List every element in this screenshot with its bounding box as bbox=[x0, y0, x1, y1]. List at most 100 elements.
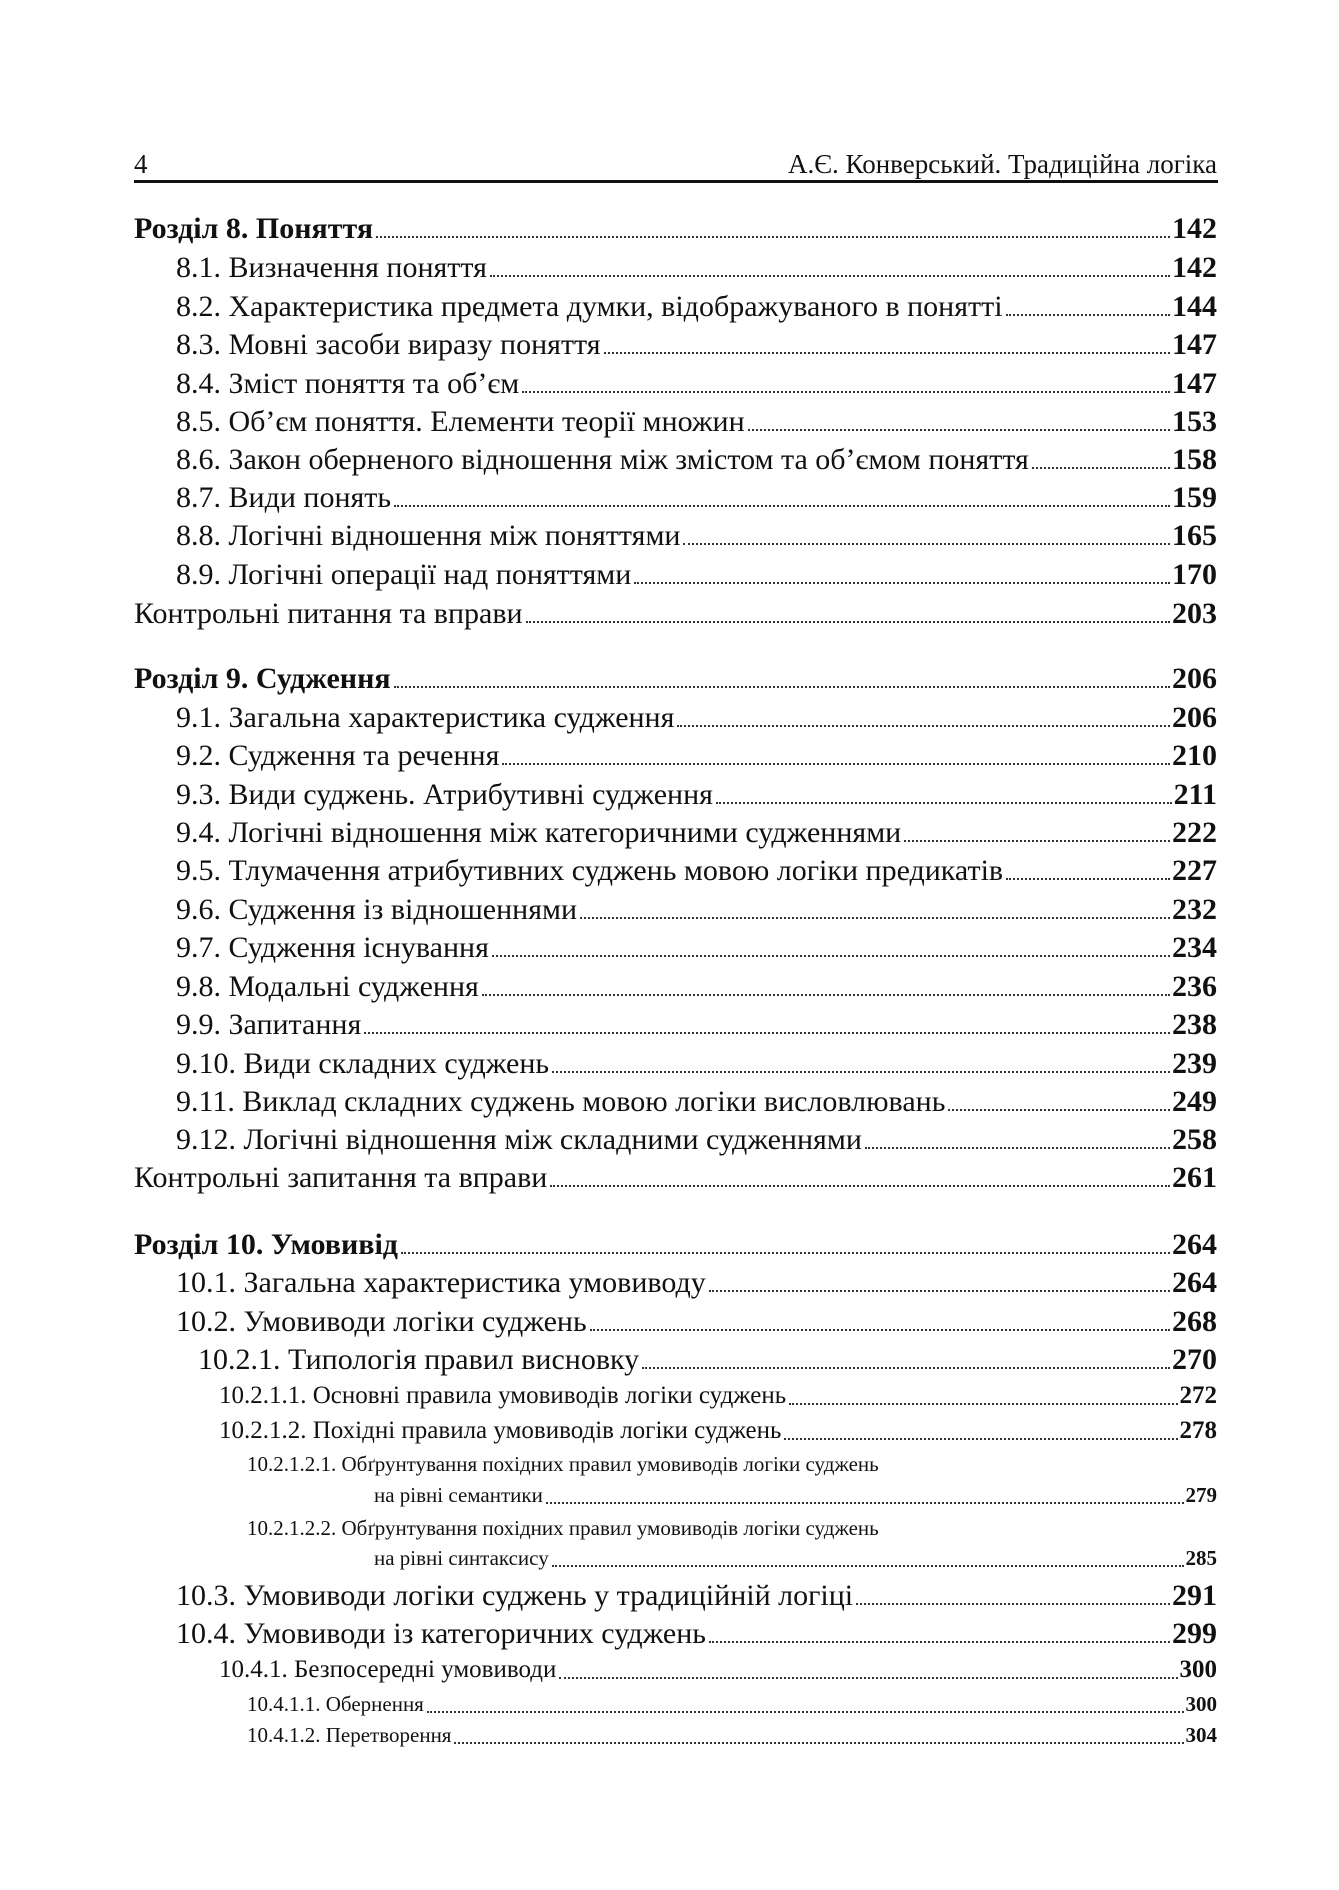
toc-entry-page: 147 bbox=[1172, 328, 1217, 361]
toc-entry-title: на рівні синтаксису bbox=[374, 1546, 549, 1570]
toc-entry[interactable]: 9.5. Тлумачення атрибутивних суджень мов… bbox=[176, 853, 1217, 889]
header-rule bbox=[134, 180, 1218, 183]
toc-entry-title: 10.2.1.2.2. Обґрунтування похідних прави… bbox=[247, 1516, 879, 1540]
leader-dots bbox=[545, 1502, 1184, 1504]
toc-entry[interactable]: 10.2.1.2.2. Обґрунтування похідних прави… bbox=[247, 1510, 1217, 1546]
toc-entry[interactable]: 9.11. Виклад складних суджень мовою логі… bbox=[176, 1084, 1217, 1120]
toc-entry-title: 9.11. Виклад складних суджень мовою логі… bbox=[176, 1085, 946, 1118]
toc-entry-page: 279 bbox=[1185, 1483, 1218, 1507]
leader-dots bbox=[1031, 467, 1170, 469]
toc-entry-title: 10.2.1. Типологія правил висновку bbox=[198, 1343, 640, 1376]
leader-dots bbox=[784, 1438, 1178, 1440]
toc-entry-page: 206 bbox=[1172, 662, 1217, 695]
leader-dots bbox=[603, 352, 1170, 354]
toc-entry-page: 203 bbox=[1172, 597, 1217, 630]
page-number: 4 bbox=[134, 149, 148, 179]
running-title: А.Є. Конверський. Традиційна логіка bbox=[787, 149, 1217, 179]
toc-entry[interactable]: 10.2.1. Типологія правил висновку 270 bbox=[198, 1342, 1217, 1378]
toc-entry-page: 268 bbox=[1172, 1305, 1217, 1338]
leader-dots bbox=[550, 1185, 1170, 1187]
toc-entry[interactable]: Контрольні запитання та вправи 261 bbox=[134, 1160, 1217, 1196]
toc-entry-page: 211 bbox=[1173, 778, 1217, 811]
toc-entry[interactable]: 8.4. Зміст поняття та об’єм 147 bbox=[176, 366, 1217, 402]
toc-entry[interactable]: 9.8. Модальні судження 236 bbox=[176, 969, 1217, 1005]
toc-entry[interactable]: 10.4.1. Безпосередні умовиводи 300 bbox=[219, 1652, 1217, 1688]
toc-entry-page: 222 bbox=[1172, 816, 1217, 849]
toc-entry[interactable]: 10.4.1.2. Перетворення 304 bbox=[247, 1717, 1217, 1753]
toc-entry-page: 285 bbox=[1185, 1546, 1218, 1570]
leader-dots bbox=[364, 1032, 1170, 1034]
toc-entry[interactable]: 10.4. Умовиводи із категоричних суджень 2… bbox=[176, 1616, 1217, 1652]
toc-entry[interactable]: 8.9. Логічні операції над поняттями 170 bbox=[176, 557, 1217, 593]
toc-entry-title: 8.6. Закон оберненого відношення між змі… bbox=[176, 443, 1029, 476]
toc-entry[interactable]: Контрольні питання та вправи 203 bbox=[134, 596, 1217, 632]
toc-entry-title: 10.4.1.1. Обернення bbox=[247, 1692, 424, 1716]
toc-entry[interactable]: 9.12. Логічні відношення між складними с… bbox=[176, 1122, 1217, 1158]
leader-dots bbox=[393, 686, 1170, 688]
leader-dots bbox=[715, 802, 1172, 804]
toc-entry[interactable]: 10.2.1.2.1. Обґрунтування похідних прави… bbox=[247, 1446, 1217, 1482]
leader-dots bbox=[864, 1147, 1170, 1149]
leader-dots bbox=[642, 1367, 1170, 1369]
toc-entry-page: 291 bbox=[1172, 1579, 1217, 1612]
toc-entry[interactable]: 8.1. Визначення поняття 142 bbox=[176, 250, 1217, 286]
toc-entry[interactable]: 9.1. Загальна характеристика судження 206 bbox=[176, 700, 1217, 736]
leader-dots bbox=[683, 543, 1170, 545]
toc-entry-title: 9.1. Загальна характеристика судження bbox=[176, 701, 675, 734]
toc-entry[interactable]: на рівні семантики 279 bbox=[374, 1477, 1217, 1513]
toc-entry[interactable]: 9.9. Запитання 238 bbox=[176, 1007, 1217, 1043]
toc-entry-title: 9.10. Види складних суджень bbox=[176, 1047, 550, 1080]
toc-entry[interactable]: 8.8. Логічні відношення між поняттями 165 bbox=[176, 518, 1217, 554]
toc-entry[interactable]: 10.2. Умовиводи логіки суджень 268 bbox=[176, 1304, 1217, 1340]
toc-entry[interactable]: 8.7. Види понять 159 bbox=[176, 480, 1217, 516]
toc-entry[interactable]: 8.6. Закон оберненого відношення між змі… bbox=[176, 442, 1217, 478]
leader-dots bbox=[400, 1252, 1170, 1254]
leader-dots bbox=[551, 1565, 1184, 1567]
page-header: 4 А.Є. Конверський. Традиційна логіка bbox=[134, 146, 1217, 180]
toc-entry[interactable]: 8.5. Об’єм поняття. Елементи теорії множ… bbox=[176, 404, 1217, 440]
leader-dots bbox=[559, 1677, 1178, 1679]
leader-dots bbox=[589, 1329, 1170, 1331]
toc-entry-title: 8.7. Види понять bbox=[176, 481, 392, 514]
toc-entry-title: 10.4.1. Безпосередні умовиводи bbox=[219, 1656, 557, 1683]
leader-dots bbox=[552, 1071, 1170, 1073]
toc-entry-title: 8.1. Визначення поняття bbox=[176, 251, 487, 284]
toc-entry[interactable]: 9.6. Судження із відношеннями 232 bbox=[176, 892, 1217, 928]
toc-entry[interactable]: 9.7. Судження існування 234 bbox=[176, 930, 1217, 966]
toc-entry[interactable]: Розділ 8. Поняття 142 bbox=[134, 211, 1217, 247]
leader-dots bbox=[789, 1403, 1178, 1405]
toc-entry-title: Розділ 8. Поняття bbox=[134, 212, 374, 245]
toc-entry[interactable]: 9.2. Судження та речення 210 bbox=[176, 738, 1217, 774]
toc-entry[interactable]: 10.1. Загальна характеристика умовиводу 2… bbox=[176, 1265, 1217, 1301]
leader-dots bbox=[426, 1711, 1184, 1713]
leader-dots bbox=[1005, 314, 1170, 316]
leader-dots bbox=[677, 725, 1170, 727]
toc-entry[interactable]: 10.4.1.1. Обернення 300 bbox=[247, 1686, 1217, 1722]
toc-entry[interactable]: Розділ 10. Умовивід 264 bbox=[134, 1227, 1217, 1263]
toc-entry-page: 144 bbox=[1172, 290, 1217, 323]
toc-entry-title: Контрольні запитання та вправи bbox=[134, 1161, 548, 1194]
toc-entry[interactable]: на рівні синтаксису 285 bbox=[374, 1540, 1217, 1576]
leader-dots bbox=[708, 1641, 1170, 1643]
toc-entry[interactable]: 9.4. Логічні відношення між категоричним… bbox=[176, 815, 1217, 851]
toc-entry[interactable]: 8.3. Мовні засоби виразу поняття 147 bbox=[176, 327, 1217, 363]
toc-entry-page: 170 bbox=[1172, 558, 1217, 591]
toc-entry-title: 8.3. Мовні засоби виразу поняття bbox=[176, 328, 601, 361]
toc-entry-title: на рівні семантики bbox=[374, 1483, 543, 1507]
toc-entry[interactable]: 8.2. Характеристика предмета думки, відо… bbox=[176, 289, 1217, 325]
toc-entry-page: 206 bbox=[1172, 701, 1217, 734]
toc-entry-page: 300 bbox=[1179, 1656, 1218, 1683]
toc-entry[interactable]: Розділ 9. Судження 206 bbox=[134, 661, 1217, 697]
toc-entry[interactable]: 9.10. Види складних суджень 239 bbox=[176, 1046, 1217, 1082]
toc-entry[interactable]: 10.3. Умовиводи логіки суджень у традиці… bbox=[176, 1578, 1217, 1614]
toc-entry[interactable]: 10.2.1.1. Основні правила умовиводів лог… bbox=[219, 1378, 1217, 1414]
toc-entry[interactable]: 9.3. Види суджень. Атрибутивні судження 2… bbox=[176, 777, 1217, 813]
toc-entry[interactable]: 10.2.1.2. Похідні правила умовиводів лог… bbox=[219, 1413, 1217, 1449]
toc-entry-title: 10.2.1.1. Основні правила умовиводів лог… bbox=[219, 1382, 787, 1409]
toc-entry-page: 158 bbox=[1172, 443, 1217, 476]
leader-dots bbox=[634, 582, 1170, 584]
toc-entry-page: 165 bbox=[1172, 519, 1217, 552]
toc-entry-title: 9.5. Тлумачення атрибутивних суджень мов… bbox=[176, 854, 1004, 887]
toc-entry-page: 239 bbox=[1172, 1047, 1217, 1080]
toc-entry-page: 272 bbox=[1179, 1382, 1218, 1409]
